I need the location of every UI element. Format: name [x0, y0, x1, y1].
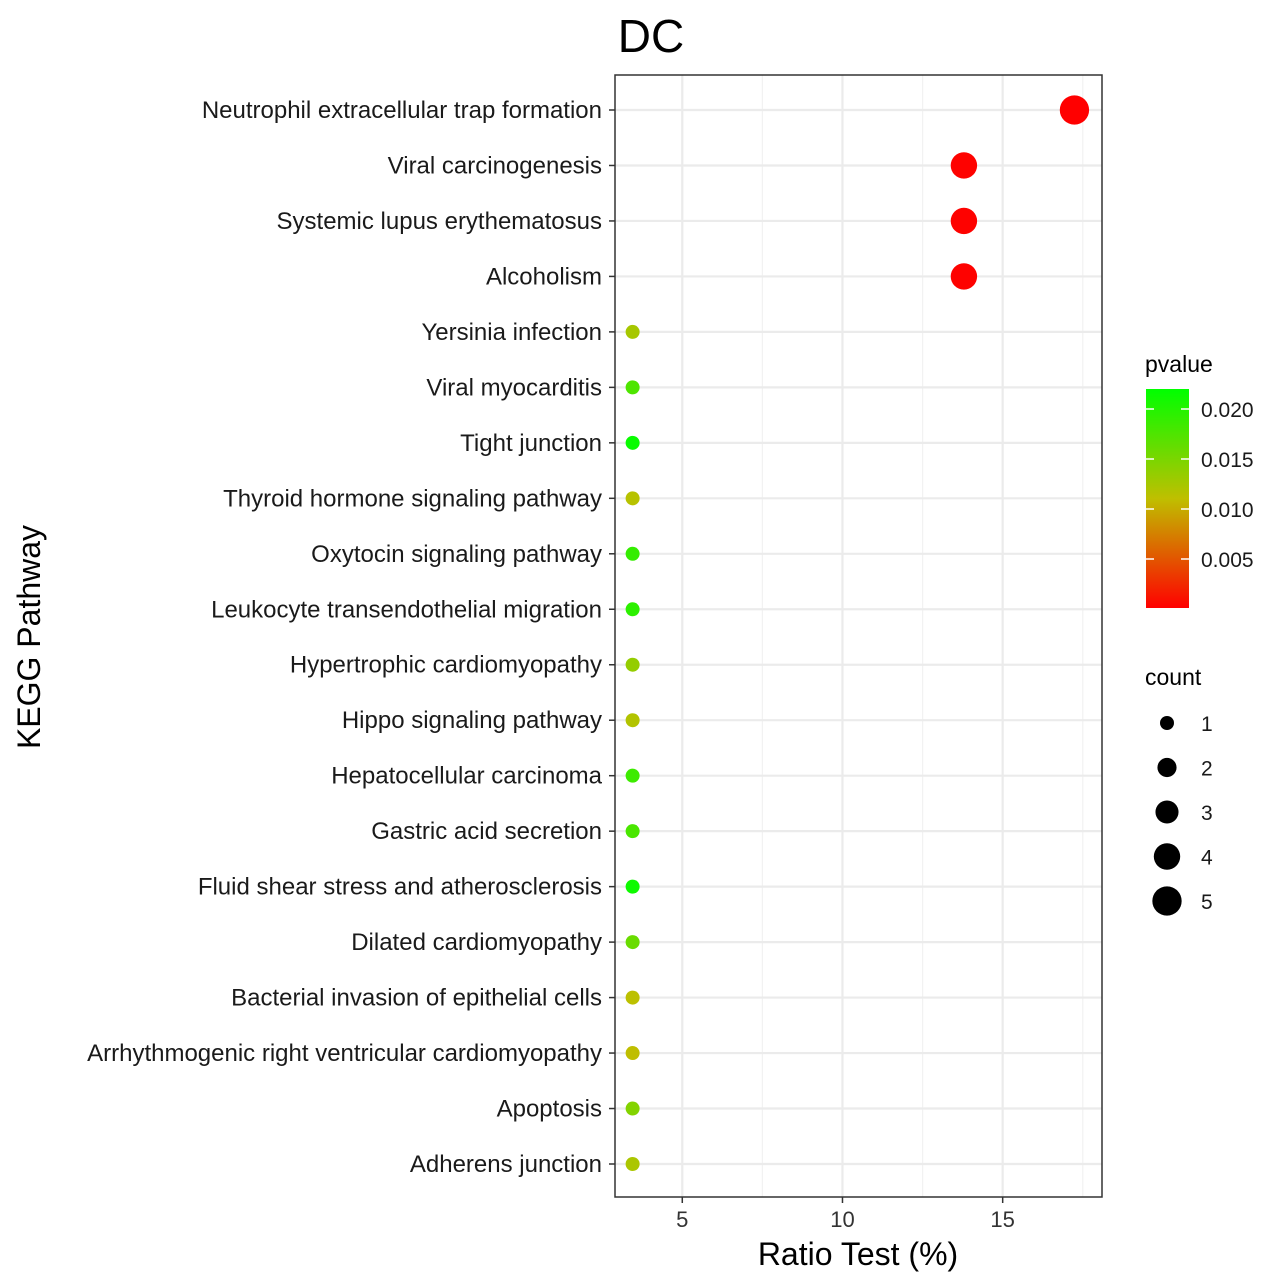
- size-legend-label: 5: [1201, 891, 1213, 914]
- y-axis: Neutrophil extracellular trap formation V…: [87, 97, 615, 1178]
- x-axis-title: Ratio Test (%): [758, 1236, 958, 1272]
- data-point: [625, 768, 640, 783]
- data-point: [1059, 95, 1090, 125]
- plot-border: [614, 74, 1103, 1198]
- colorbar-label: 0.005: [1201, 549, 1254, 572]
- size-legend-dot: [1155, 800, 1179, 824]
- size-legend-dot: [1153, 843, 1181, 870]
- plot-area: [614, 74, 1103, 1198]
- data-point: [950, 152, 978, 179]
- x-tick-label: 10: [830, 1207, 854, 1232]
- count-legend: count 1 2 3 4 5: [1145, 664, 1213, 916]
- x-axis: 5 10 15: [676, 1197, 1015, 1232]
- y-tick-label: Adherens junction: [410, 1151, 602, 1178]
- data-point: [625, 713, 640, 728]
- y-tick-label: Hippo signaling pathway: [342, 707, 602, 734]
- y-tick-label: Fluid shear stress and atherosclerosis: [198, 874, 602, 901]
- size-legend-dot: [1157, 757, 1177, 778]
- pvalue-legend: pvalue 0.005 0.010 0.015 0.020: [1145, 351, 1254, 608]
- data-point: [625, 380, 640, 395]
- data-point: [625, 491, 640, 506]
- size-legend-label: 3: [1201, 802, 1213, 825]
- data-point: [950, 263, 978, 290]
- data-point: [625, 1101, 640, 1116]
- data-point: [625, 1157, 640, 1171]
- colorbar-label: 0.015: [1201, 449, 1254, 472]
- size-legend-label: 4: [1201, 847, 1213, 870]
- y-tick-label: Viral carcinogenesis: [388, 152, 602, 179]
- data-point: [625, 824, 640, 839]
- x-tick-label: 15: [990, 1207, 1014, 1232]
- data-point: [625, 657, 640, 672]
- y-tick-label: Bacterial invasion of epithelial cells: [231, 985, 602, 1012]
- x-tick-label: 5: [676, 1207, 688, 1232]
- y-tick-label: Thyroid hormone signaling pathway: [223, 485, 602, 512]
- data-point: [625, 546, 640, 561]
- y-tick-label: Alcoholism: [486, 263, 602, 290]
- y-tick-label: Viral myocarditis: [426, 374, 602, 401]
- y-tick-label: Tight junction: [460, 430, 602, 457]
- y-tick-label: Systemic lupus erythematosus: [277, 208, 602, 235]
- y-tick-label: Dilated cardiomyopathy: [351, 929, 602, 956]
- y-tick-label: Hypertrophic cardiomyopathy: [290, 652, 602, 679]
- y-tick-label: Gastric acid secretion: [371, 818, 602, 845]
- data-point: [625, 324, 640, 339]
- pvalue-legend-title: pvalue: [1145, 351, 1213, 377]
- data-point: [625, 1046, 640, 1061]
- y-axis-title: KEGG Pathway: [11, 525, 47, 749]
- size-legend-label: 1: [1201, 713, 1213, 736]
- pvalue-colorbar: [1146, 389, 1189, 608]
- y-tick-label: Yersinia infection: [421, 319, 602, 346]
- y-tick-label: Leukocyte transendothelial migration: [211, 596, 602, 623]
- data-point: [625, 602, 640, 617]
- size-legend-dot: [1160, 716, 1174, 730]
- chart-title: DC: [618, 10, 684, 62]
- count-legend-title: count: [1145, 664, 1202, 690]
- data-point: [950, 207, 978, 235]
- y-tick-label: Apoptosis: [497, 1096, 602, 1123]
- colorbar-label: 0.010: [1201, 499, 1254, 522]
- y-tick-label: Neutrophil extracellular trap formation: [202, 97, 602, 124]
- data-point: [625, 935, 640, 950]
- size-legend-dot: [1152, 886, 1182, 916]
- data-point: [625, 435, 640, 450]
- plot-background: [615, 75, 1102, 1197]
- colorbar-label: 0.020: [1201, 399, 1254, 422]
- data-point: [625, 990, 640, 1005]
- y-tick-label: Hepatocellular carcinoma: [331, 763, 602, 790]
- y-tick-label: Oxytocin signaling pathway: [311, 541, 602, 568]
- size-legend-label: 2: [1201, 758, 1213, 781]
- y-tick-label: Arrhythmogenic right ventricular cardiom…: [87, 1040, 602, 1067]
- data-point: [625, 879, 640, 894]
